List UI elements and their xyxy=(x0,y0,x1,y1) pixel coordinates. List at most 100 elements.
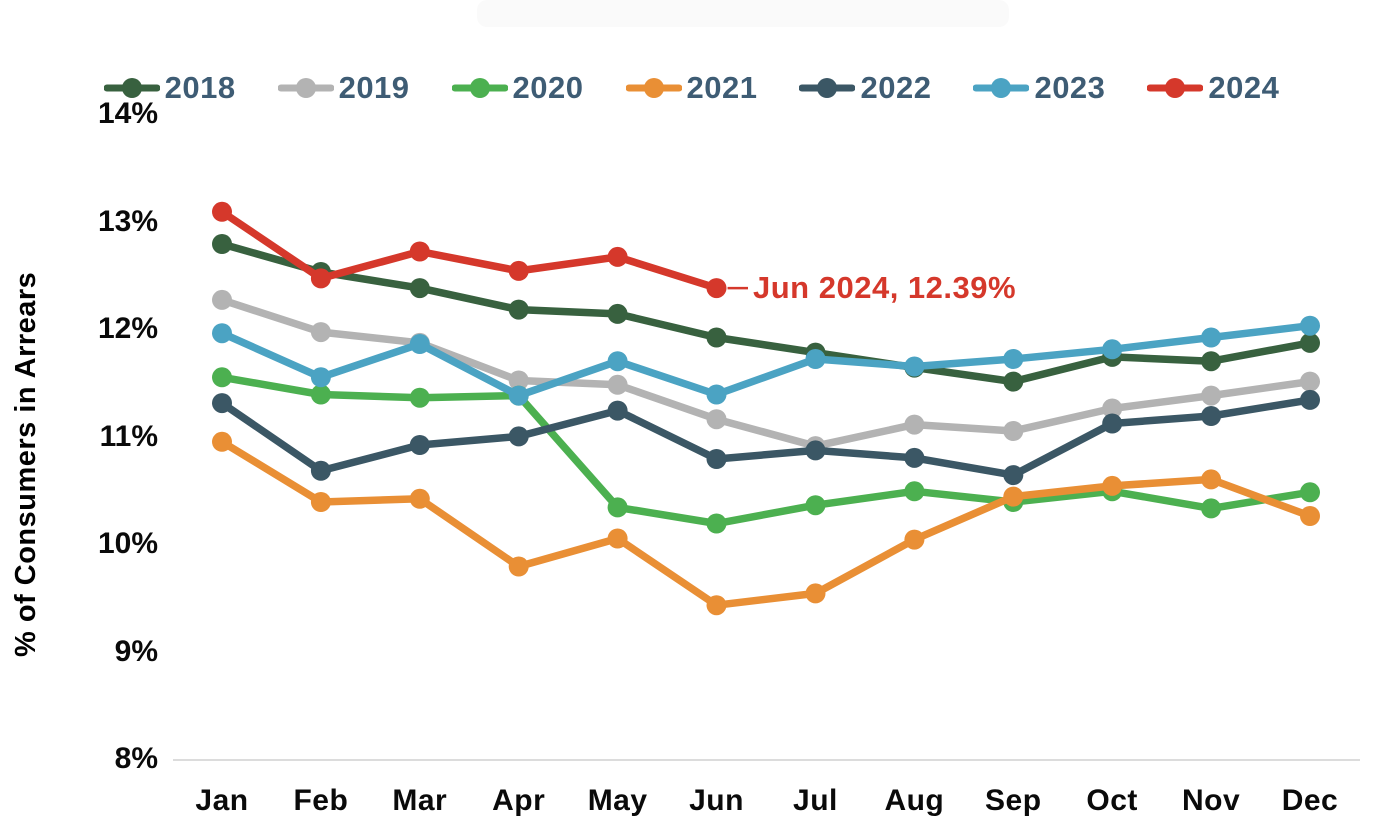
legend: 2018 2019 2020 2021 2022 2023 2024 xyxy=(0,70,1383,106)
data-point-2018 xyxy=(508,299,529,320)
x-tick-label: May xyxy=(587,784,648,817)
x-tick-label: Mar xyxy=(392,784,448,817)
y-tick-label: 11% xyxy=(99,419,158,453)
data-point-2019 xyxy=(310,322,331,343)
x-tick-label: Jan xyxy=(195,784,249,817)
legend-item-2022: 2022 xyxy=(799,70,931,106)
legend-marker-icon xyxy=(625,78,682,98)
legend-label: 2021 xyxy=(686,70,758,105)
legend-marker-icon xyxy=(277,78,334,98)
data-point-2023 xyxy=(409,334,430,354)
data-point-2024 xyxy=(409,241,430,262)
data-point-2022 xyxy=(607,400,628,421)
data-point-2022 xyxy=(1300,389,1320,410)
series-2021 xyxy=(212,431,1320,616)
data-point-2024 xyxy=(706,278,727,299)
data-point-2020 xyxy=(1300,482,1320,503)
data-point-2023 xyxy=(805,349,826,369)
legend-label: 2018 xyxy=(164,70,236,105)
data-point-2020 xyxy=(212,367,232,388)
legend-item-2024: 2024 xyxy=(1147,70,1279,106)
data-point-2023 xyxy=(212,323,232,344)
data-point-2018 xyxy=(706,327,727,348)
legend-marker-icon xyxy=(103,78,160,98)
data-point-2019 xyxy=(1102,398,1123,419)
data-point-2018 xyxy=(607,303,628,324)
data-point-2022 xyxy=(904,447,925,468)
data-point-2018 xyxy=(1201,351,1222,372)
data-point-2021 xyxy=(508,556,529,577)
data-point-2018 xyxy=(409,278,430,299)
data-point-2021 xyxy=(212,431,232,452)
data-point-2023 xyxy=(607,351,628,372)
data-point-2023 xyxy=(1201,327,1222,348)
data-point-2020 xyxy=(1201,498,1222,519)
legend-label: 2023 xyxy=(1034,70,1106,105)
data-point-2024 xyxy=(508,260,529,281)
data-point-2023 xyxy=(904,356,925,377)
data-point-2018 xyxy=(212,234,232,254)
y-tick-label: 9% xyxy=(114,634,158,668)
data-point-2019 xyxy=(212,289,232,310)
data-point-2021 xyxy=(1300,506,1320,526)
data-point-2019 xyxy=(1003,421,1024,441)
x-tick-label: Sep xyxy=(985,784,1042,817)
data-point-2022 xyxy=(1003,465,1024,486)
data-point-2023 xyxy=(1300,315,1320,336)
data-point-2020 xyxy=(904,481,925,502)
x-tick-label: Dec xyxy=(1281,784,1339,817)
data-point-2020 xyxy=(706,513,727,534)
y-tick-label: 14% xyxy=(97,97,158,130)
x-tick-label: Feb xyxy=(293,784,349,817)
series-line-2024 xyxy=(218,208,721,292)
data-point-2019 xyxy=(1201,385,1222,406)
data-point-2023 xyxy=(1003,349,1024,369)
data-point-2021 xyxy=(1201,469,1222,490)
data-point-2022 xyxy=(212,393,232,414)
y-tick-label: 13% xyxy=(97,204,158,238)
data-point-2019 xyxy=(706,409,727,430)
y-tick-label: 10% xyxy=(97,527,158,560)
data-point-2022 xyxy=(409,435,430,455)
data-point-2019 xyxy=(1300,371,1320,392)
series-2023 xyxy=(212,315,1320,406)
y-tick-label: 8% xyxy=(114,742,158,775)
legend-item-2019: 2019 xyxy=(277,70,410,106)
legend-item-2021: 2021 xyxy=(625,70,758,106)
series-line-2021 xyxy=(218,438,1314,609)
legend-item-2018: 2018 xyxy=(103,70,236,106)
annotation-jun-2024: Jun 2024, 12.39% xyxy=(753,270,1017,306)
series-line-2019 xyxy=(218,296,1314,450)
data-point-2022 xyxy=(805,440,826,461)
series-line-2020 xyxy=(218,373,1314,528)
data-point-2019 xyxy=(904,414,925,435)
data-point-2024 xyxy=(607,246,628,267)
data-point-2022 xyxy=(1201,406,1222,426)
data-point-2021 xyxy=(310,492,331,512)
data-point-2024 xyxy=(310,268,331,289)
data-point-2023 xyxy=(1102,339,1123,360)
series-2020 xyxy=(212,367,1320,534)
legend-marker-icon xyxy=(799,78,856,98)
y-tick-label: 12% xyxy=(97,312,158,345)
data-point-2018 xyxy=(1300,332,1320,353)
x-tick-label: Jul xyxy=(793,784,838,817)
data-point-2021 xyxy=(409,488,430,509)
data-point-2022 xyxy=(706,449,727,469)
data-point-2021 xyxy=(1102,475,1123,496)
legend-label: 2020 xyxy=(512,70,584,105)
legend-marker-icon xyxy=(1147,78,1204,98)
data-point-2019 xyxy=(508,370,529,391)
legend-label: 2022 xyxy=(860,70,932,105)
data-point-2020 xyxy=(607,497,628,518)
legend-item-2023: 2023 xyxy=(973,70,1105,106)
data-point-2020 xyxy=(310,384,331,405)
x-tick-label: Jun xyxy=(689,784,744,817)
data-point-2019 xyxy=(607,374,628,395)
data-point-2021 xyxy=(805,583,826,604)
data-point-2023 xyxy=(310,367,331,388)
data-point-2020 xyxy=(409,387,430,408)
x-tick-label: Apr xyxy=(492,784,546,817)
data-point-2021 xyxy=(706,595,727,616)
